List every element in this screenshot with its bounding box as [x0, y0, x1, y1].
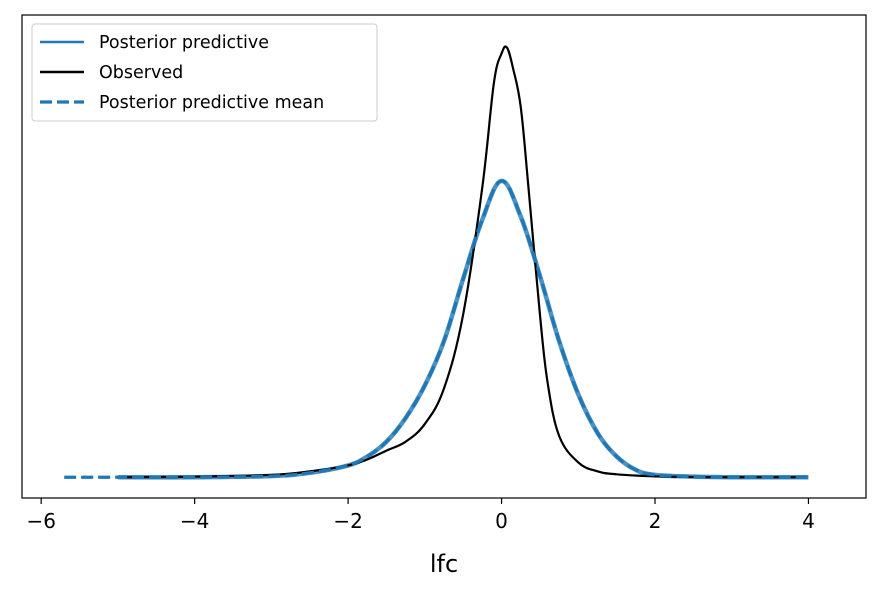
x-tick-label: 2 — [649, 509, 662, 533]
legend-entry-label: Posterior predictive mean — [99, 93, 324, 113]
x-axis-ticks: −6 −4 −2 0 2 4 — [26, 498, 815, 533]
series-line-posterior-predictive-mean — [64, 179, 809, 479]
plot-area — [64, 45, 809, 480]
legend-box — [31, 23, 378, 122]
legend-entry-label: Observed — [99, 63, 183, 83]
x-tick-label: 4 — [802, 509, 815, 533]
x-tick-label: −2 — [333, 509, 362, 533]
x-tick-label: −6 — [26, 509, 55, 533]
legend-entry-label: Posterior predictive — [99, 33, 269, 53]
x-axis-label: lfc — [430, 550, 458, 578]
axes-frame — [21, 14, 867, 499]
x-tick-label: 0 — [495, 509, 508, 533]
x-tick-label: −4 — [180, 509, 209, 533]
legend: Posterior predictive Observed Posterior pr… — [31, 23, 378, 122]
